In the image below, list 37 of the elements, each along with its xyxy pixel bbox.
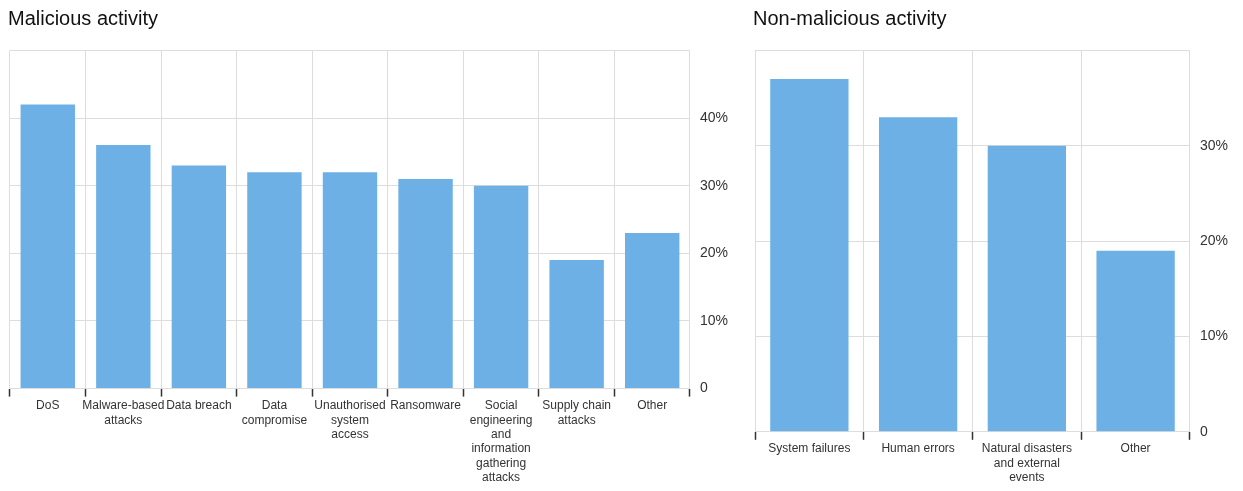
y-tick-label: 10% bbox=[699, 311, 729, 328]
x-tick-label: Social engineering and information gathering attacks bbox=[469, 398, 533, 485]
bar bbox=[20, 104, 75, 389]
bar bbox=[1096, 250, 1175, 432]
x-tick-label: Human errors bbox=[881, 441, 955, 456]
bar bbox=[473, 185, 529, 389]
x-tick-label: Unauthorised system access bbox=[314, 398, 386, 441]
x-tick-label: Other bbox=[1120, 441, 1151, 456]
bar bbox=[549, 260, 604, 389]
x-tick-label: System failures bbox=[768, 441, 851, 456]
y-tick-label: 30% bbox=[699, 176, 729, 193]
y-tick-label: 0 bbox=[699, 379, 708, 396]
x-tick-label: Other bbox=[637, 398, 668, 413]
y-tick-label: 40% bbox=[699, 108, 729, 125]
bar bbox=[878, 117, 958, 432]
bar bbox=[247, 172, 302, 389]
x-tick-label: Natural disasters and external events bbox=[981, 441, 1072, 485]
bar bbox=[625, 233, 680, 389]
x-tick-label: Data compromise bbox=[241, 398, 308, 427]
x-tick-label: Malware-based attacks bbox=[82, 398, 165, 427]
bar bbox=[96, 145, 151, 389]
x-tick-label: Ransomware bbox=[390, 398, 462, 413]
bar bbox=[322, 172, 378, 389]
y-tick-label: 20% bbox=[699, 244, 729, 261]
x-tick-label: Supply chain attacks bbox=[542, 398, 612, 427]
x-tick-label: DoS bbox=[36, 398, 60, 413]
chart-title: Malicious activity bbox=[8, 6, 160, 31]
y-tick-label: 20% bbox=[1199, 231, 1229, 248]
y-tick-label: 0 bbox=[1199, 422, 1208, 439]
y-tick-label: 10% bbox=[1199, 327, 1229, 344]
x-tick-label: Data breach bbox=[166, 398, 232, 413]
bar bbox=[398, 178, 453, 389]
y-tick-label: 30% bbox=[1199, 136, 1229, 153]
bar bbox=[987, 145, 1067, 432]
chart-title: Non-malicious activity bbox=[753, 6, 948, 31]
bar bbox=[171, 165, 227, 389]
bar bbox=[770, 79, 849, 432]
